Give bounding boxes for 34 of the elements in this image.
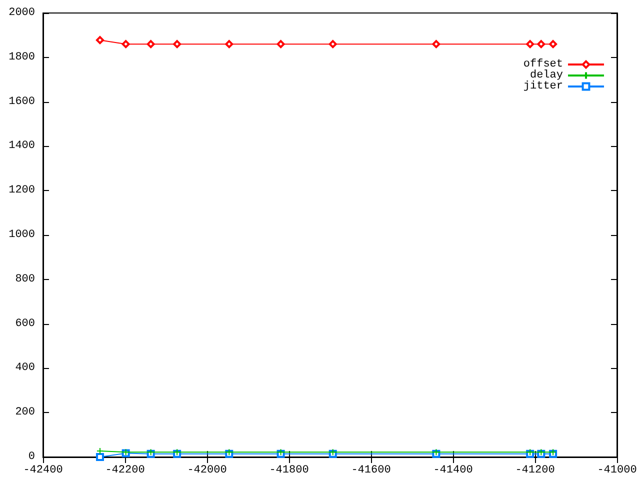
y-tick-label: 1200 xyxy=(8,184,35,197)
y-tick-label: 200 xyxy=(15,406,35,419)
point xyxy=(526,40,534,48)
y-tick-label: 2000 xyxy=(8,7,35,19)
legend-label: delay xyxy=(530,70,564,82)
point xyxy=(276,40,285,48)
y-tick-label: 1400 xyxy=(8,140,35,152)
point xyxy=(173,40,182,48)
x-tick-label: -42200 xyxy=(105,464,145,476)
x-tick-label: -41200 xyxy=(515,464,555,476)
y-tick-label: 0 xyxy=(28,451,35,463)
y-tick-label: 1000 xyxy=(8,229,35,241)
x-tick-label: -41600 xyxy=(351,464,391,476)
point xyxy=(96,453,104,461)
point xyxy=(146,40,155,48)
legend-label: jitter xyxy=(523,80,563,92)
point xyxy=(549,40,558,48)
x-tick-label: -42400 xyxy=(23,464,63,476)
y-tick-label: 800 xyxy=(15,273,35,286)
point xyxy=(96,36,104,44)
point xyxy=(328,40,337,48)
y-tick-label: 1800 xyxy=(8,51,35,64)
point xyxy=(432,40,440,48)
x-tick-label: -41800 xyxy=(269,464,309,476)
x-tick-label: -41000 xyxy=(597,464,637,476)
x-tick-label: -41400 xyxy=(433,464,473,476)
point xyxy=(537,40,546,48)
point xyxy=(225,40,234,48)
legend-label: offset xyxy=(523,58,563,70)
x-tick-label: -42000 xyxy=(187,464,227,476)
y-tick-label: 600 xyxy=(15,318,35,330)
point xyxy=(122,40,130,48)
y-tick-label: 1600 xyxy=(8,96,35,108)
y-tick-label: 400 xyxy=(15,362,35,374)
